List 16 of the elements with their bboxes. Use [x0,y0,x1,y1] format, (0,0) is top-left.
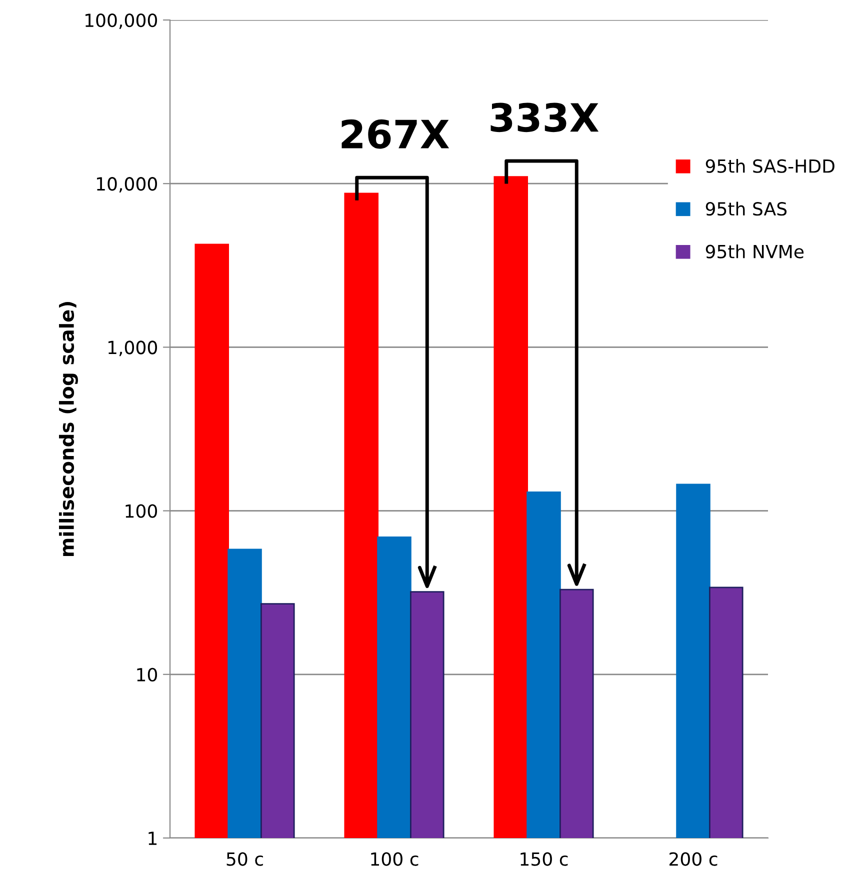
annotation: 267X [342,119,450,149]
legend-label: 95th SAS-HDD [706,158,834,173]
x-tick-label: 100 c [371,852,418,866]
y-tick-label: 100 [126,504,157,518]
y-tick-label: 1 [148,832,157,845]
y-axis-title: milliseconds (log scale) [59,302,78,556]
y-tick-label: 1,000 [108,340,157,356]
annotation: 333X [490,102,599,132]
y-tick-label: 10 [137,668,157,682]
legend-label: 95th SAS [706,202,787,216]
x-tick-label: 50 c [226,852,263,866]
x-tick-label: 150 c [520,852,568,866]
y-tick-label: 100,000 [86,13,157,29]
x-tick-label: 200 c [670,852,718,866]
y-tick-label: 10,000 [97,177,157,193]
legend-label: 95th NVMe [706,244,804,258]
